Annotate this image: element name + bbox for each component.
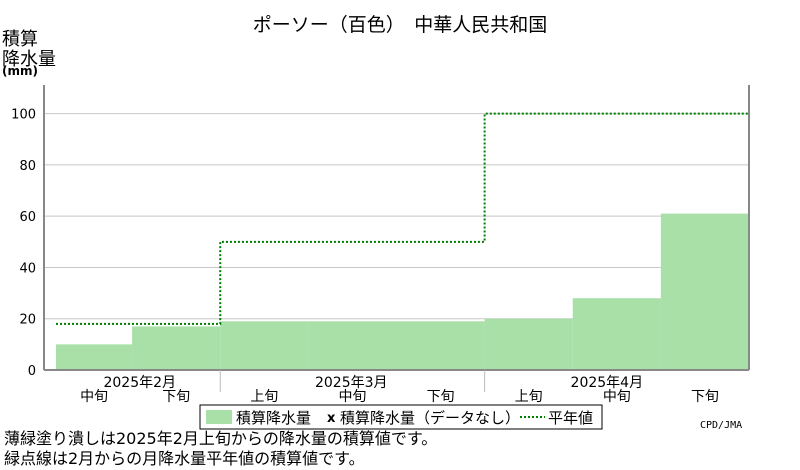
x-tick-label: 下旬 bbox=[427, 389, 455, 405]
credit-label: CPD/JMA bbox=[700, 420, 743, 431]
y-tick-label: 40 bbox=[19, 261, 36, 276]
accumulated-bar bbox=[572, 298, 661, 370]
y-axis-unit: (mm) bbox=[2, 64, 38, 78]
y-axis-label-line1: 積算 bbox=[2, 29, 38, 50]
normal-line bbox=[56, 112, 749, 325]
x-tick-label: 上旬 bbox=[515, 389, 543, 405]
x-tick-label: 上旬 bbox=[250, 389, 278, 405]
month-label: 2025年4月 bbox=[571, 375, 644, 391]
accumulated-bar bbox=[484, 318, 573, 370]
legend-label-normal: 平年値 bbox=[548, 409, 593, 427]
x-tick-label: 下旬 bbox=[691, 389, 719, 405]
y-tick-label: 0 bbox=[28, 364, 36, 379]
x-tick-label: 下旬 bbox=[162, 389, 190, 405]
y-tick-label: 80 bbox=[19, 159, 36, 174]
x-tick-label: 中旬 bbox=[80, 389, 108, 405]
legend-label-nodata: 積算降水量（データなし） bbox=[340, 409, 520, 427]
accumulated-bar bbox=[220, 321, 309, 370]
accumulated-bar bbox=[396, 321, 485, 370]
footnote-fill: 薄緑塗り潰しは2025年2月上旬からの降水量の積算値です。 bbox=[4, 429, 438, 448]
chart-title: ポーソー（百色） 中華人民共和国 bbox=[252, 14, 548, 36]
month-label: 2025年3月 bbox=[315, 375, 388, 391]
month-label: 2025年2月 bbox=[103, 375, 176, 391]
legend-swatch-fill bbox=[206, 410, 232, 424]
y-tick-label: 20 bbox=[19, 313, 36, 328]
y-axis-label-line2: 降水量 bbox=[2, 49, 56, 70]
y-axis-label: 積算 降水量 bbox=[2, 30, 56, 70]
y-tick-label: 100 bbox=[11, 108, 36, 123]
legend-label-accumulated: 積算降水量 bbox=[236, 409, 311, 427]
accumulated-bar bbox=[660, 213, 749, 370]
legend-marker-x: x bbox=[327, 411, 336, 426]
legend-box bbox=[199, 404, 603, 430]
x-tick-label: 中旬 bbox=[338, 389, 366, 405]
accumulated-bar bbox=[132, 326, 221, 370]
x-tick-label: 中旬 bbox=[603, 389, 631, 405]
y-tick-label: 60 bbox=[19, 210, 36, 225]
accumulated-bar bbox=[308, 321, 397, 370]
footnote-line: 緑点線は2月からの月降水量平年値の積算値です。 bbox=[4, 449, 365, 468]
accumulated-bar bbox=[56, 344, 133, 370]
